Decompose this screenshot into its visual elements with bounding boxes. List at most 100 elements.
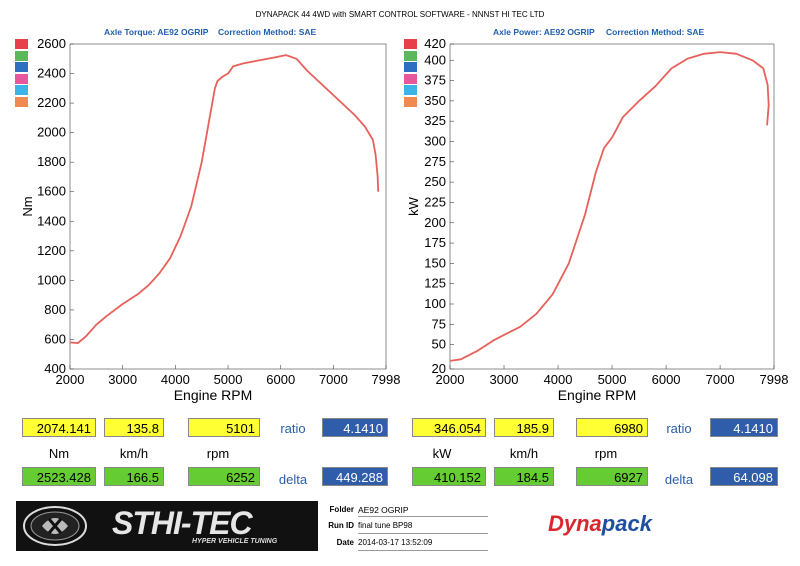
y-tick-label: 275 (424, 154, 446, 169)
power-correction-method: Correction Method: SAE (606, 27, 705, 37)
plot-area (69, 43, 387, 370)
run-info: Folder AE92 OGRIP Run ID final tune BP98… (320, 502, 490, 552)
y-tick-label: 1400 (37, 213, 66, 228)
legend-swatch-orange (15, 96, 28, 107)
y-tick-label: 75 (432, 316, 446, 331)
report-title: DYNAPACK 44 4WD with SMART CONTROL SOFTW… (255, 10, 545, 19)
x-tick-label: 4000 (161, 372, 190, 387)
power-ratio-label: ratio (666, 421, 692, 436)
x-axis-label: Engine RPM (174, 387, 253, 403)
x-tick-label: 5000 (598, 372, 627, 387)
y-tick-label: 400 (44, 361, 66, 376)
legend-swatch-red (404, 39, 417, 49)
power-ratio-value: 4.1410 (710, 418, 778, 437)
y-tick-label: 2400 (37, 66, 66, 81)
peak-power-value: 410.152 (412, 467, 486, 486)
dynapack-logo: Dynapack (548, 511, 652, 537)
date-value: 2014-03-17 13:52:09 (358, 538, 433, 547)
y-tick-label: 325 (424, 113, 446, 128)
x-tick-label: 5000 (214, 372, 243, 387)
date-label: Date (336, 538, 354, 547)
legend-swatch-pink (404, 73, 417, 84)
legend-swatch-blue (404, 62, 417, 72)
power-chart-subtitle: Axle Power: AE92 OGRIP (493, 27, 595, 37)
rpm-unit-label: rpm (594, 446, 618, 461)
y-tick-label: 420 (424, 36, 446, 51)
power-rpm-value: 6980 (576, 418, 648, 437)
x-tick-label: 7998 (760, 372, 789, 387)
legend-swatch-green (404, 50, 417, 61)
x-tick-label: 6000 (652, 372, 681, 387)
legend-swatch-orange (404, 96, 417, 107)
brand-suffix: pack (601, 511, 652, 536)
y-tick-label: 400 (424, 52, 446, 67)
series-line (449, 51, 770, 362)
legend-swatch-blue (15, 62, 28, 72)
peak-power-speed-value: 184.5 (494, 467, 554, 486)
legend-swatch-pink (15, 73, 28, 84)
legend-swatch-red (15, 39, 28, 49)
peak-power-rpm-value: 6927 (576, 467, 648, 486)
y-tick-label: 1600 (37, 184, 66, 199)
power-unit-label: kW (432, 446, 452, 461)
x-tick-label: 4000 (544, 372, 573, 387)
x-tick-label: 7998 (372, 372, 400, 387)
y-tick-label: 350 (424, 93, 446, 108)
torque-speed-value: 135.8 (104, 418, 164, 437)
y-tick-label: 125 (424, 276, 446, 291)
logo-wordmark: STHI-TEC (112, 505, 253, 541)
power-delta-label: delta (664, 472, 694, 487)
torque-ratio-label: ratio (280, 421, 306, 436)
logo-tagline: HYPER VEHICLE TUNING (192, 538, 278, 545)
sthitec-logo: STHI-TEC HYPER VEHICLE TUNING (16, 501, 318, 551)
peak-torque-rpm-value: 6252 (188, 467, 260, 486)
power-legend-swatches (404, 39, 417, 108)
y-tick-label: 375 (424, 73, 446, 88)
torque-rpm-value: 5101 (188, 418, 260, 437)
y-tick-label: 1800 (37, 154, 66, 169)
power-value: 346.054 (412, 418, 486, 437)
run-id-value: final tune BP98 (358, 521, 413, 530)
y-tick-label: 800 (44, 302, 66, 317)
y-tick-label: 250 (424, 174, 446, 189)
run-id-label: Run ID (328, 521, 354, 530)
rpm-unit-label: rpm (206, 446, 230, 461)
plot-area (449, 43, 775, 370)
y-tick-label: 175 (424, 235, 446, 250)
speed-unit-label: km/h (509, 446, 539, 461)
y-tick-label: 600 (44, 331, 66, 346)
x-tick-label: 7000 (706, 372, 735, 387)
torque-ratio-value: 4.1410 (322, 418, 388, 437)
y-tick-label: 20 (432, 361, 446, 376)
speed-unit-label: km/h (119, 446, 149, 461)
y-tick-label: 2200 (37, 95, 66, 110)
torque-chart: 400 600 800 1000 1200 1400 1600 1800 2000 2200 240… (20, 36, 400, 403)
y-axis-label: kW (406, 196, 421, 216)
x-tick-label: 3000 (490, 372, 519, 387)
power-chart: 20 50 75 100 125 150 175 200 225 250 275 300 325 350 3… (406, 36, 789, 403)
x-tick-label: 3000 (108, 372, 137, 387)
torque-correction-method: Correction Method: SAE (218, 27, 317, 37)
y-tick-label: 1000 (37, 272, 66, 287)
torque-unit-label: Nm (48, 446, 70, 461)
y-tick-label: 100 (424, 296, 446, 311)
brand-prefix: Dyna (548, 511, 602, 536)
torque-legend-swatches (15, 39, 28, 108)
folder-label: Folder (329, 505, 354, 514)
power-delta-value: 64.098 (710, 467, 778, 486)
peak-torque-speed-value: 166.5 (104, 467, 164, 486)
x-tick-label: 2000 (436, 372, 465, 387)
y-tick-label: 50 (432, 337, 446, 352)
legend-swatch-cyan (15, 85, 28, 95)
torque-value: 2074.141 (22, 418, 96, 437)
legend-swatch-cyan (404, 85, 417, 95)
x-tick-label: 7000 (319, 372, 348, 387)
y-axis-label: Nm (20, 196, 35, 216)
folder-value: AE92 OGRIP (358, 505, 409, 515)
y-tick-label: 150 (424, 255, 446, 270)
torque-delta-value: 449.288 (322, 467, 388, 486)
torque-chart-subtitle: Axle Torque: AE92 OGRIP (104, 27, 209, 37)
x-axis-label: Engine RPM (558, 387, 637, 403)
y-tick-label: 2600 (37, 36, 66, 51)
legend-swatch-green (15, 50, 28, 61)
